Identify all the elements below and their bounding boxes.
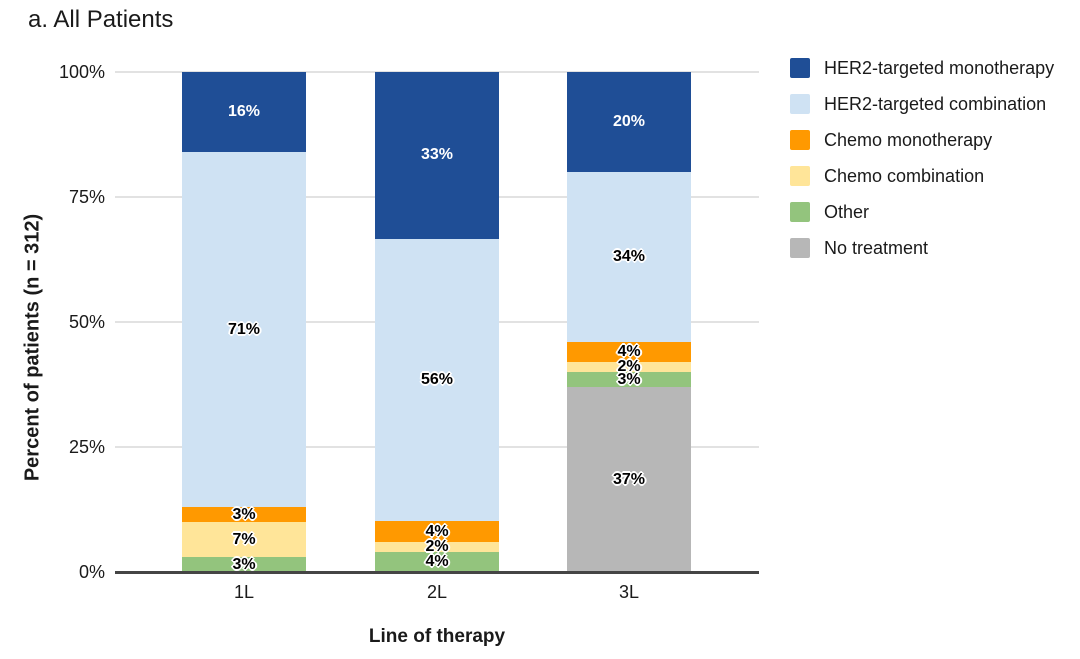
x-category-label-3l: 3L (618, 582, 640, 602)
x-category-label-2l: 2L (426, 582, 448, 602)
segment-value-label: 2% (425, 537, 449, 555)
bar-segment-3L-chemo-monotherapy: 4% (567, 342, 691, 362)
x-axis-line (115, 571, 759, 574)
segment-value-label: 4% (617, 343, 641, 360)
bar-segment-2L-her2-targeted-combination: 56% (375, 238, 499, 522)
segment-value-label: 34% (612, 248, 646, 265)
legend-swatch (790, 130, 810, 150)
segment-value-label: 7% (232, 530, 256, 548)
x-axis-title: Line of therapy (368, 626, 506, 647)
y-tick-label: 25% (68, 437, 105, 457)
legend-label: Chemo monotherapy (824, 129, 993, 150)
legend-item-chemo-combination: Chemo combination (790, 165, 984, 187)
legend-label: Chemo combination (824, 165, 985, 186)
legend-swatch (790, 166, 810, 186)
segment-value-label: 4% (425, 552, 449, 570)
chart-title: a. All Patients (28, 6, 174, 33)
legend-label: HER2-targeted monotherapy (824, 57, 1055, 78)
y-tick-label: 75% (68, 187, 105, 207)
bar-segment-1L-chemo-combination: 7% (182, 522, 306, 557)
bar-segment-1L-her2-targeted-combination: 71% (182, 152, 306, 507)
segment-value-label: 3% (232, 505, 256, 523)
segment-value-label: 4% (425, 522, 449, 540)
x-category-label-1l: 1L (233, 582, 255, 602)
legend-swatch (790, 238, 810, 258)
legend-item-chemo-monotherapy: Chemo monotherapy (790, 129, 992, 151)
segment-value-label: 2% (617, 358, 641, 375)
bar-segment-2L-other: 4% (375, 551, 499, 572)
legend-swatch (790, 202, 810, 222)
bar-segment-2L-her2-targeted-monotherapy: 33% (375, 72, 499, 239)
legend-label: No treatment (824, 237, 929, 258)
bar-segment-3L-her2-targeted-monotherapy: 20% (567, 72, 691, 172)
legend-swatch (790, 94, 810, 114)
segment-value-label: 56% (420, 371, 454, 389)
segment-value-label: 3% (232, 555, 256, 573)
legend-item-no-treatment: No treatment (790, 237, 928, 259)
segment-value-label: 71% (227, 320, 261, 338)
bar-segment-3L-no-treatment: 37% (567, 387, 691, 572)
legend-item-other: Other (790, 201, 869, 223)
legend-label: HER2-targeted combination (824, 93, 1047, 114)
bar-segment-3L-her2-targeted-combination: 34% (567, 172, 691, 342)
bar-segment-1L-chemo-monotherapy: 3% (182, 505, 306, 523)
bar-segment-1L-other: 3% (182, 555, 306, 573)
bar-segment-1L-her2-targeted-monotherapy: 16% (182, 72, 306, 152)
segment-value-label: 33% (420, 146, 454, 164)
y-tick-label: 0% (78, 562, 105, 582)
segment-value-label: 20% (612, 113, 646, 130)
bar-segment-3L-other: 3% (567, 370, 691, 388)
bar-segment-3L-chemo-combination: 2% (567, 358, 691, 375)
segment-value-label: 16% (227, 103, 261, 120)
bar-segment-2L-chemo-combination: 2% (375, 537, 499, 555)
y-tick-label: 50% (68, 312, 105, 332)
legend-label: Other (824, 201, 870, 222)
legend-swatch (790, 58, 810, 78)
y-tick-label: 100% (58, 62, 105, 82)
segment-value-label: 3% (617, 370, 641, 388)
segment-value-label: 37% (612, 470, 646, 488)
bar-segment-2L-chemo-monotherapy: 4% (375, 521, 499, 542)
legend-item-her2-targeted-monotherapy: HER2-targeted monotherapy (790, 57, 1054, 79)
legend-item-her2-targeted-combination: HER2-targeted combination (790, 93, 1046, 115)
